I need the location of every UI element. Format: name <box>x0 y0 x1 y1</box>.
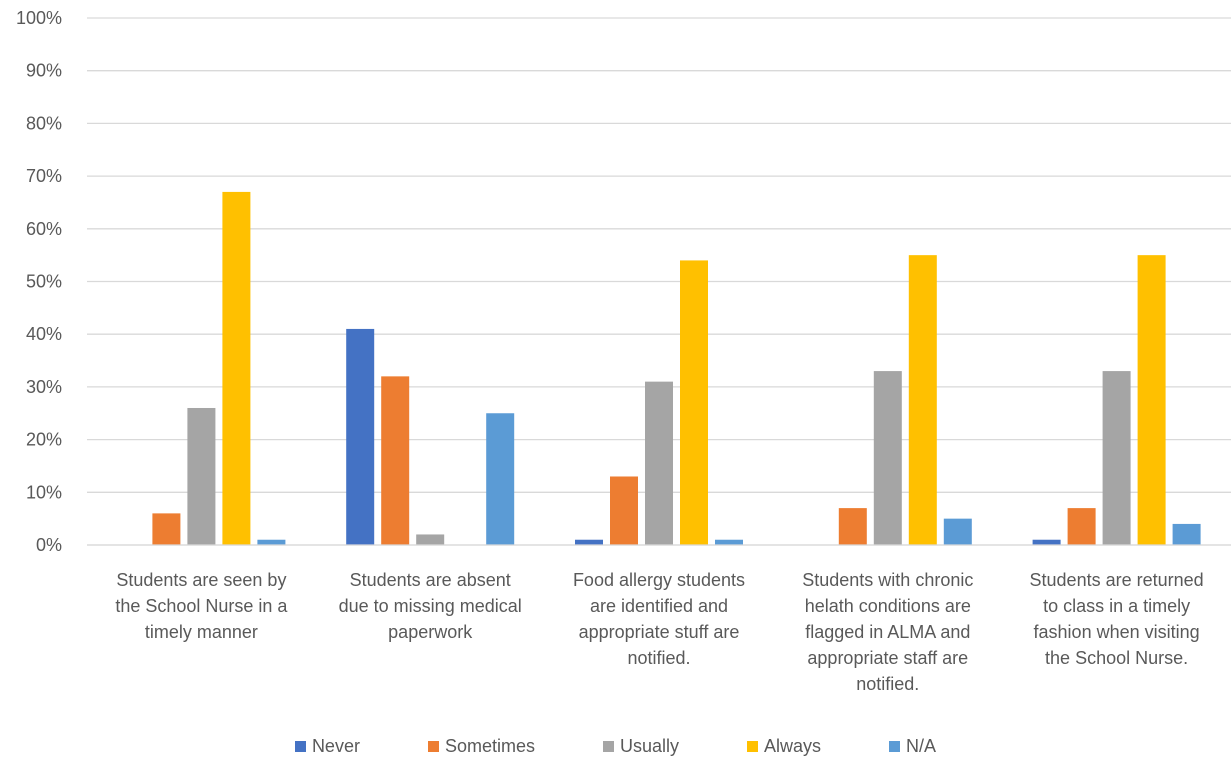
bar-sometimes-3 <box>610 476 638 545</box>
x-category-label: Students are returned to class in a timel… <box>1030 570 1204 668</box>
x-category-label: Students with chronic helath conditions a… <box>802 570 973 694</box>
bar-usually-1 <box>187 407 216 545</box>
x-category-label-line: fashion when visiting <box>1034 622 1200 642</box>
legend-label: N/A <box>906 735 937 756</box>
y-tick-label: 30% <box>26 377 62 397</box>
legend-swatch <box>889 740 901 752</box>
bar-sometimes-1 <box>152 513 181 545</box>
x-category-label-line: Students are absent <box>350 570 511 590</box>
bars <box>152 191 1201 545</box>
x-category-label-line: to class in a timely <box>1043 596 1190 616</box>
bar-n-a-3 <box>715 539 743 545</box>
x-category-label-line: notified. <box>856 674 919 694</box>
legend-swatch <box>294 740 306 752</box>
x-category-label-line: helath conditions are <box>805 596 971 616</box>
x-category-label-line: appropriate stuff are <box>579 622 740 642</box>
x-category-label-line: due to missing medical <box>339 596 522 616</box>
bar-always-3 <box>680 260 708 545</box>
legend-swatch <box>602 740 614 752</box>
legend-label: Never <box>311 735 360 756</box>
legend-label: Always <box>764 735 822 756</box>
y-tick-label: 10% <box>26 482 62 502</box>
legend-item-always: Always <box>747 736 821 757</box>
y-tick-label: 80% <box>26 113 62 133</box>
y-tick-label: 90% <box>26 61 62 81</box>
bar-always-5 <box>1137 255 1166 545</box>
bar-never-5 <box>1032 539 1061 545</box>
x-category-label-line: flagged in ALMA and <box>805 622 970 642</box>
bar-sometimes-5 <box>1067 508 1096 545</box>
legend: Never Sometimes Usually Always N/A <box>0 733 1231 759</box>
bar-never-2 <box>346 328 375 545</box>
x-category-label-line: Students with chronic <box>802 570 973 590</box>
y-axis: 0% 10% 20% 30% 40% 50% 60% 70% 80% 90% 100% <box>16 8 62 555</box>
x-category-label-line: notified. <box>627 648 690 668</box>
x-category-label: Students are absent due to missing medica… <box>339 570 522 642</box>
gridlines <box>87 17 1231 546</box>
y-tick-label: 0% <box>36 535 62 555</box>
y-tick-label: 100% <box>16 8 62 28</box>
y-tick-label: 60% <box>26 219 62 239</box>
bar-usually-5 <box>1102 371 1131 545</box>
x-category-label-line: are identified and <box>590 596 728 616</box>
legend-item-never: Never <box>294 735 360 757</box>
x-category-label-line: the School Nurse in a <box>115 596 288 616</box>
x-category-label-line: appropriate staff are <box>807 648 968 668</box>
x-category-label-line: Students are returned <box>1030 570 1204 590</box>
y-tick-label: 20% <box>26 430 62 450</box>
bar-usually-2 <box>416 534 445 545</box>
bar-n-a-5 <box>1172 523 1201 545</box>
x-category-label-line: paperwork <box>388 622 473 642</box>
y-tick-label: 70% <box>26 166 62 186</box>
bar-n-a-1 <box>257 539 286 545</box>
legend-item-n-a: N/A <box>889 736 936 757</box>
legend-swatch <box>427 740 439 752</box>
bar-never-3 <box>575 539 603 545</box>
bar-n-a-2 <box>486 413 515 545</box>
legend-item-sometimes: Sometimes <box>427 735 535 757</box>
y-tick-label: 40% <box>26 324 62 344</box>
bar-sometimes-2 <box>381 376 410 545</box>
x-category-label-line: the School Nurse. <box>1045 648 1188 668</box>
x-axis: Students are seen by the School Nurse in … <box>87 544 1231 694</box>
bar-usually-4 <box>873 371 902 545</box>
legend-item-usually: Usually <box>602 735 680 757</box>
x-category-label-line: timely manner <box>145 622 258 642</box>
bar-n-a-4 <box>943 518 972 545</box>
legend-label: Usually <box>619 735 680 756</box>
x-category-label: Food allergy students are identified and a… <box>573 570 745 668</box>
x-category-label: Students are seen by the School Nurse in … <box>115 570 288 642</box>
x-category-label-line: Students are seen by <box>116 570 286 590</box>
legend-label: Sometimes <box>444 735 535 756</box>
bar-usually-3 <box>645 381 673 545</box>
legend-swatch <box>747 740 759 752</box>
bar-always-1 <box>222 191 251 545</box>
bar-sometimes-4 <box>838 508 867 545</box>
y-tick-label: 50% <box>26 272 62 292</box>
x-category-label-line: Food allergy students <box>573 570 745 590</box>
bar-always-4 <box>908 255 937 545</box>
